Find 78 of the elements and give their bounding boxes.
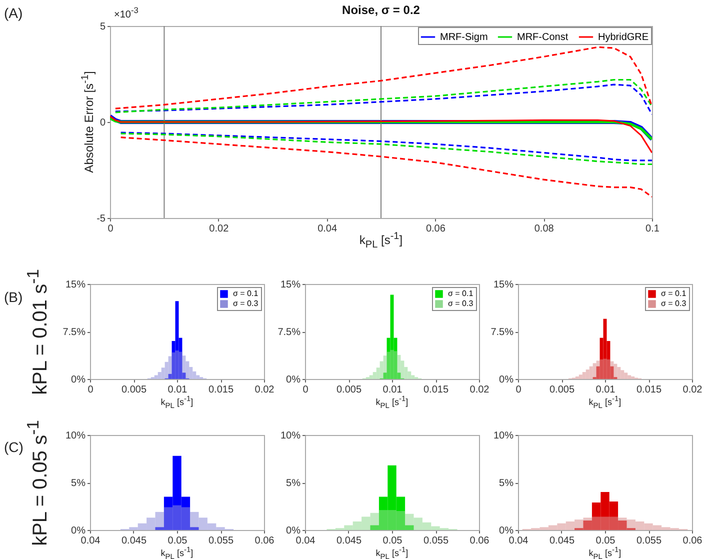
x-tick-label: 0.01: [596, 384, 616, 396]
y-tick-label: 7.5%: [62, 327, 86, 338]
x-tick-label: 0.04: [80, 536, 101, 546]
x-axis-title: k$_{PL}$ [s$^{-1}$]: [359, 231, 403, 250]
x-tick-label: 0.015: [636, 384, 662, 396]
x-tick-label: 0.015: [208, 384, 234, 396]
x-tick-label: 0.045: [121, 536, 147, 546]
x-tick-label: 0: [108, 224, 114, 234]
x-tick-label: 0.06: [682, 536, 703, 546]
chart-title: Noise, σ = 0.2: [342, 3, 420, 17]
x-tick-label: 0.05: [596, 536, 616, 546]
y-tick-label: 0%: [499, 526, 514, 536]
x-tick-label: 0.06: [470, 536, 490, 546]
x-tick-label: 0.05: [168, 536, 188, 546]
x-tick-label: 0.005: [336, 384, 362, 396]
y-tick-label: 7.5%: [490, 327, 514, 338]
x-axis-title: k$_{PL}$ [s$^{-1}$]: [160, 545, 194, 559]
text: (C): [4, 439, 24, 455]
x-axis-title: k$_{PL}$ [s$^{-1}$]: [588, 394, 622, 410]
y-tick-label: 10%: [65, 430, 86, 442]
legend-label: σ = 0.3: [661, 299, 687, 308]
legend-label: σ = 0.3: [233, 299, 259, 308]
x-tick-label: 0.1: [646, 224, 660, 234]
x-axis-title: k$_{PL}$ [s$^{-1}$]: [160, 394, 194, 410]
y-tick-label: 5: [100, 22, 106, 32]
y-tick-label: 5%: [499, 478, 514, 489]
x-tick-label: 0.06: [426, 224, 446, 234]
x-tick-label: 0.05: [382, 536, 403, 546]
y-tick-label: 0%: [71, 526, 86, 536]
legend-label: MRF-Sigm: [440, 32, 488, 43]
x-tick-label: 0.02: [209, 224, 230, 234]
y-tick-label: 10%: [493, 430, 514, 442]
x-tick-label: 0.02: [254, 384, 275, 396]
y-tick-label: 15%: [280, 280, 301, 290]
legend-label: σ = 0.1: [661, 289, 687, 298]
x-tick-label: 0: [302, 384, 309, 396]
x-tick-label: 0.015: [423, 384, 449, 396]
x-tick-label: 0.02: [682, 384, 703, 396]
y-tick-label: 5%: [71, 478, 86, 489]
y-tick-label: 7.5%: [278, 327, 301, 338]
x-tick-label: 0.045: [549, 536, 575, 546]
legend-label: σ = 0.3: [448, 299, 474, 308]
x-tick-label: 0.005: [549, 384, 575, 396]
legend-label: MRF-Const: [517, 32, 568, 43]
x-tick-label: 0.055: [208, 536, 234, 546]
text: (B): [4, 289, 23, 305]
x-tick-label: 0.04: [508, 536, 529, 546]
legend-label: σ = 0.1: [448, 289, 474, 298]
x-tick-label: 0.06: [254, 536, 275, 546]
y-tick-label: 0%: [286, 526, 301, 536]
x-tick-label: 0.01: [382, 384, 403, 396]
x-axis-title: k$_{PL}$ [s$^{-1}$]: [376, 545, 408, 559]
y-tick-label: 5%: [286, 478, 301, 489]
legend-label: σ = 0.1: [233, 289, 259, 298]
x-tick-label: 0.005: [121, 384, 147, 396]
x-tick-label: 0.055: [636, 536, 662, 546]
x-axis-title: k$_{PL}$ [s$^{-1}$]: [588, 545, 622, 559]
y-tick-label: 10%: [280, 430, 301, 442]
x-tick-label: 0.02: [470, 384, 490, 396]
x-tick-label: 0.04: [296, 536, 316, 546]
y-tick-label: 0%: [499, 374, 514, 386]
x-tick-label: 0.04: [318, 224, 338, 234]
y-tick-label: -5: [96, 214, 106, 224]
x-tick-label: 0.045: [336, 536, 362, 546]
text: ×10$^{-3}$: [114, 5, 138, 20]
text: (A): [4, 5, 23, 21]
x-tick-label: 0.08: [534, 224, 554, 234]
x-tick-label: 0.055: [423, 536, 449, 546]
y-tick-label: 15%: [493, 280, 514, 290]
x-axis-title: k$_{PL}$ [s$^{-1}$]: [376, 394, 408, 410]
legend-label: HybridGRE: [598, 32, 649, 43]
x-tick-label: 0: [516, 384, 522, 396]
y-tick-label: 0%: [286, 374, 301, 386]
x-tick-label: 0.01: [168, 384, 188, 396]
y-tick-label: 15%: [65, 280, 86, 290]
y-tick-label: 0%: [71, 374, 86, 386]
y-tick-label: 0: [100, 118, 106, 128]
x-tick-label: 0: [88, 384, 94, 396]
